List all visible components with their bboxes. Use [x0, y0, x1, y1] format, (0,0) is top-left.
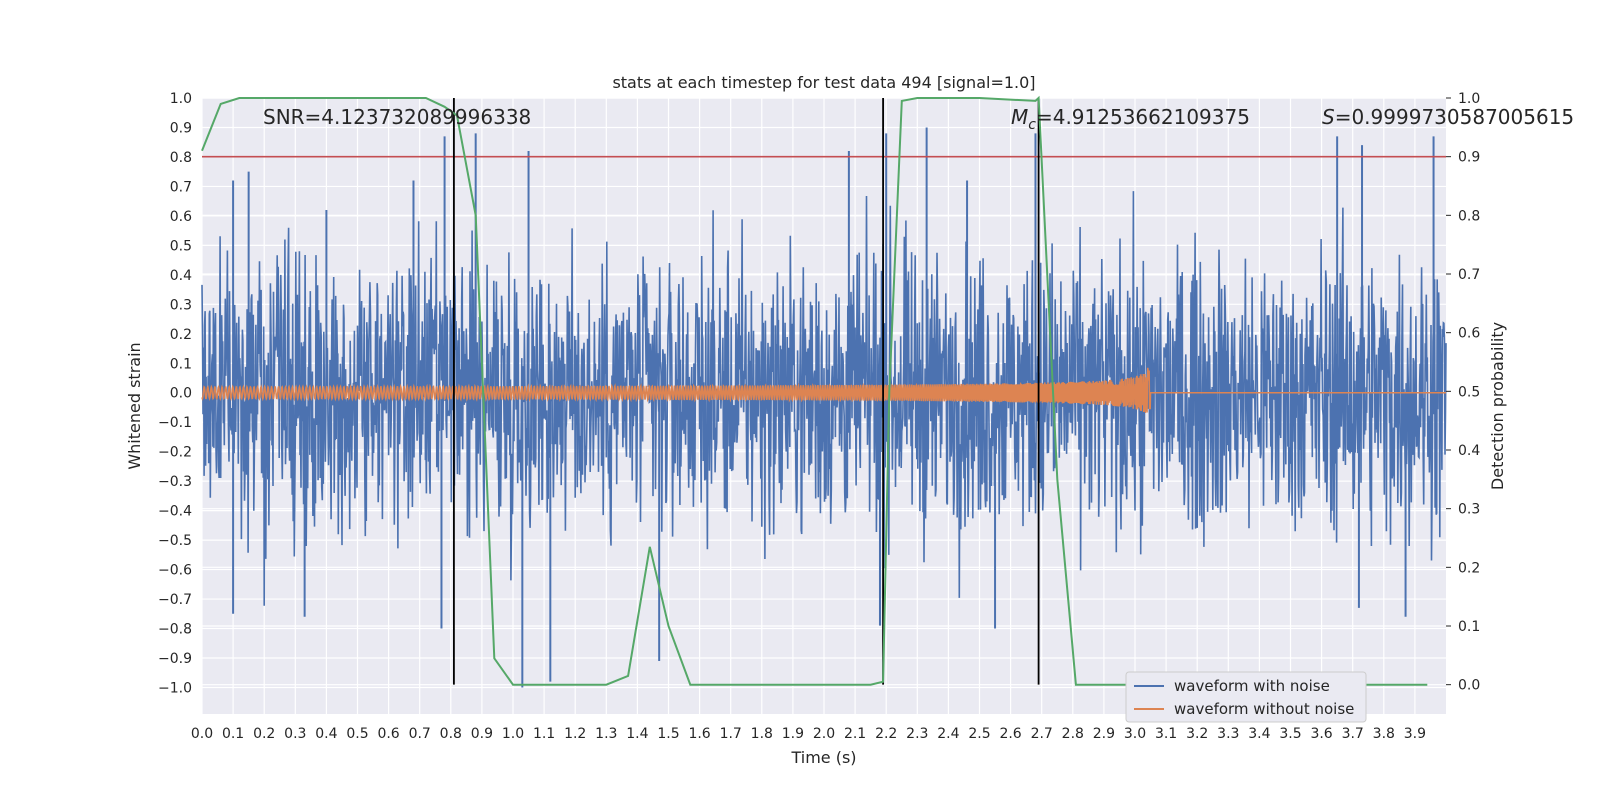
y-tick-label: 0.0	[170, 386, 192, 402]
x-tick-label: 0.8	[440, 726, 462, 742]
chirp-trace	[201, 367, 1446, 413]
y2-tick-label: 1.0	[1458, 91, 1480, 107]
x-tick-label: 2.5	[968, 726, 990, 742]
x-tick-label: 0.7	[409, 726, 431, 742]
x-tick-label: 1.5	[657, 726, 679, 742]
x-tick-label: 2.8	[1062, 726, 1084, 742]
series-waveform-with-noise	[201, 127, 1447, 688]
x-tick-label: 1.6	[688, 726, 710, 742]
y-tick-label: 0.6	[170, 209, 192, 225]
x-tick-label: 1.2	[564, 726, 586, 742]
x-tick-label: 0.0	[191, 726, 213, 742]
x-tick-label: 2.3	[906, 726, 928, 742]
significance-annotation: S=0.9999730587005615	[1322, 105, 1574, 129]
y-tick-label: −0.8	[158, 622, 192, 638]
x-tick-label: 2.9	[1093, 726, 1115, 742]
x-tick-label: 1.9	[782, 726, 804, 742]
y2-tick-label: 0.1	[1458, 619, 1480, 635]
chirp-mass-symbol: M	[1011, 105, 1028, 129]
y2-tick-label: 0.5	[1458, 384, 1480, 400]
probability-trace	[201, 95, 1428, 686]
y-tick-label: −0.2	[158, 445, 192, 461]
legend-label-clean: waveform without noise	[1174, 700, 1354, 718]
noise-trace	[201, 191, 1447, 606]
y-tick-labels: 1.0 0.9 0.8 0.7 0.6 0.5 0.4 0.3 0.2 0.1 0.0 −0.1 −0.…	[158, 91, 192, 696]
x-tick-label: 1.0	[502, 726, 524, 742]
x-tick-label: 2.6	[999, 726, 1021, 742]
y-tick-label: −0.7	[158, 592, 192, 608]
chirp-mass-value: =4.91253662109375	[1036, 105, 1250, 129]
x-tick-label: 0.5	[346, 726, 368, 742]
x-tick-label: 3.9	[1404, 726, 1426, 742]
y2-tick-label: 0.8	[1458, 208, 1480, 224]
x-tick-label: 3.1	[1155, 726, 1177, 742]
legend-box	[1125, 671, 1367, 723]
x-tick-label: 1.7	[720, 726, 742, 742]
y2-tick-label: 0.0	[1458, 678, 1480, 694]
x-tick-label: 2.0	[813, 726, 835, 742]
y-tick-label: 0.8	[170, 150, 192, 166]
y2-tick-label: 0.6	[1458, 326, 1480, 342]
y-tick-label: 0.2	[170, 327, 192, 343]
x-tick-label: 2.1	[844, 726, 866, 742]
chirp-mass-subscript: c	[1028, 117, 1036, 133]
y-tick-label: −1.0	[158, 680, 192, 696]
legend-label-noise: waveform with noise	[1174, 677, 1330, 695]
y2-tick-label: 0.9	[1458, 150, 1480, 166]
y-tick-label: 1.0	[170, 91, 192, 107]
significance-value: =0.9999730587005615	[1335, 105, 1574, 129]
x-tick-label: 3.8	[1373, 726, 1395, 742]
snr-annotation: SNR=4.123732089996338	[263, 105, 531, 129]
x-tick-label: 2.2	[875, 726, 897, 742]
series-detection-probability	[201, 95, 1428, 686]
x-tick-label: 1.1	[533, 726, 555, 742]
x-tick-label: 0.1	[222, 726, 244, 742]
y-tick-label: −0.5	[158, 533, 192, 549]
y-tick-label: −0.6	[158, 563, 192, 579]
x-tick-label: 3.0	[1124, 726, 1146, 742]
y-axis-label: Whitened strain	[125, 342, 144, 469]
y-tick-label: 0.7	[170, 179, 192, 195]
x-tick-label: 2.7	[1031, 726, 1053, 742]
y-tick-label: −0.3	[158, 474, 192, 490]
detection-vlines	[453, 98, 1040, 685]
y2-tick-label: 0.3	[1458, 502, 1480, 518]
x-tick-label: 1.8	[751, 726, 773, 742]
x-tick-label: 1.3	[595, 726, 617, 742]
y-tick-label: 0.1	[170, 356, 192, 372]
series-waveform-without-noise	[201, 367, 1446, 413]
x-tick-label: 0.3	[284, 726, 306, 742]
x-tick-label: 0.9	[471, 726, 493, 742]
y-tick-label: 0.9	[170, 120, 192, 136]
x-axis-label: Time (s)	[790, 748, 856, 767]
y-tick-label: −0.1	[158, 415, 192, 431]
x-tick-labels: 0.0 0.1 0.2 0.3 0.4 0.5 0.6 0.7 0.8 0.9 1.0 1.1 1.2 1…	[191, 726, 1426, 742]
x-tick-label: 3.7	[1342, 726, 1364, 742]
x-tick-label: 3.3	[1217, 726, 1239, 742]
x-tick-label: 3.6	[1310, 726, 1332, 742]
y-tick-label: −0.4	[158, 504, 192, 520]
y-tick-label: 0.5	[170, 238, 192, 254]
x-tick-label: 3.2	[1186, 726, 1208, 742]
y2-tick-label: 0.2	[1458, 560, 1480, 576]
chart-title: stats at each timestep for test data 494…	[612, 73, 1035, 92]
x-tick-label: 0.6	[377, 726, 399, 742]
y-tick-label: 0.3	[170, 297, 192, 313]
x-tick-label: 0.2	[253, 726, 275, 742]
y-tick-label: −0.9	[158, 651, 192, 667]
y2-tick-labels: 1.0 0.9 0.8 0.7 0.6 0.5 0.4 0.3 0.2 0.1 0.0	[1446, 91, 1480, 694]
y2-tick-label: 0.7	[1458, 267, 1480, 283]
x-tick-label: 2.4	[937, 726, 959, 742]
x-tick-label: 3.4	[1248, 726, 1270, 742]
y2-axis-label: Detection probability	[1488, 322, 1507, 490]
x-tick-label: 1.4	[626, 726, 648, 742]
legend: waveform with noise waveform without noi…	[1125, 671, 1367, 723]
chirp-mass-annotation: Mc=4.91253662109375	[1011, 105, 1250, 133]
x-tick-label: 0.4	[315, 726, 337, 742]
y-tick-label: 0.4	[170, 268, 192, 284]
x-tick-label: 3.5	[1279, 726, 1301, 742]
significance-symbol: S	[1322, 105, 1335, 129]
y2-tick-label: 0.4	[1458, 443, 1480, 459]
